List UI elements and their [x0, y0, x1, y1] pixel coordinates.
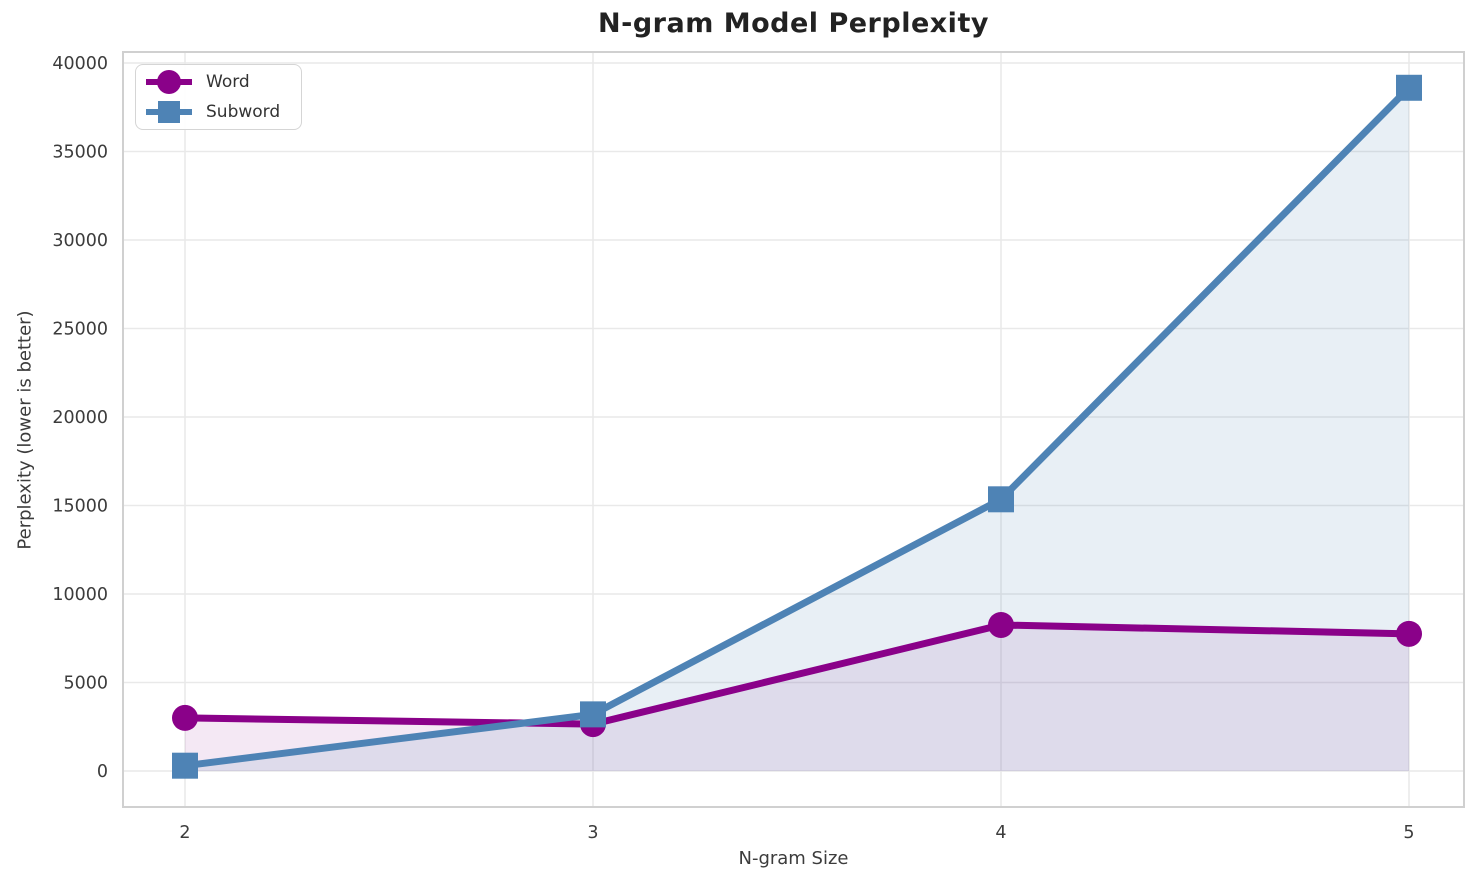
- y-axis-label: Perplexity (lower is better): [14, 310, 36, 550]
- chart-title: N-gram Model Perplexity: [598, 8, 989, 39]
- subword-marker: [1396, 74, 1422, 101]
- word-marker: [1396, 620, 1422, 647]
- word-line: [181, 621, 1413, 728]
- word-marker-icon: [146, 70, 192, 94]
- y-tick-label: 25000: [52, 320, 108, 340]
- legend-item-subword: Subword: [144, 99, 287, 125]
- subword-marker: [172, 752, 198, 779]
- subword-marker: [580, 701, 606, 728]
- y-tick-label: 40000: [52, 54, 108, 74]
- legend-label-word: Word: [206, 72, 250, 92]
- legend-item-word: Word: [144, 69, 287, 95]
- plot-border: [122, 51, 1465, 808]
- legend-label-subword: Subword: [206, 102, 281, 122]
- subword-area: [185, 87, 1409, 771]
- word-area: [185, 624, 1409, 771]
- x-tick-label: 2: [179, 823, 190, 843]
- subword-line: [181, 84, 1413, 770]
- word-marker: [172, 704, 198, 731]
- x-tick-label: 3: [587, 823, 598, 843]
- x-axis-label: N-gram Size: [738, 848, 849, 869]
- y-tick-label: 5000: [63, 674, 108, 694]
- subword-marker-icon: [146, 101, 192, 123]
- x-tick-label: 4: [995, 823, 1006, 843]
- y-tick-label: 35000: [52, 143, 108, 163]
- y-tick-label: 10000: [52, 585, 108, 605]
- y-tick-label: 30000: [52, 231, 108, 251]
- word-marker: [988, 611, 1014, 638]
- y-tick-label: 15000: [52, 497, 108, 517]
- y-tick-label: 0: [97, 762, 108, 782]
- legend: Word Subword: [135, 64, 302, 130]
- x-tick-label: 5: [1403, 823, 1414, 843]
- subword-marker: [988, 486, 1014, 513]
- y-tick-label: 20000: [52, 408, 108, 428]
